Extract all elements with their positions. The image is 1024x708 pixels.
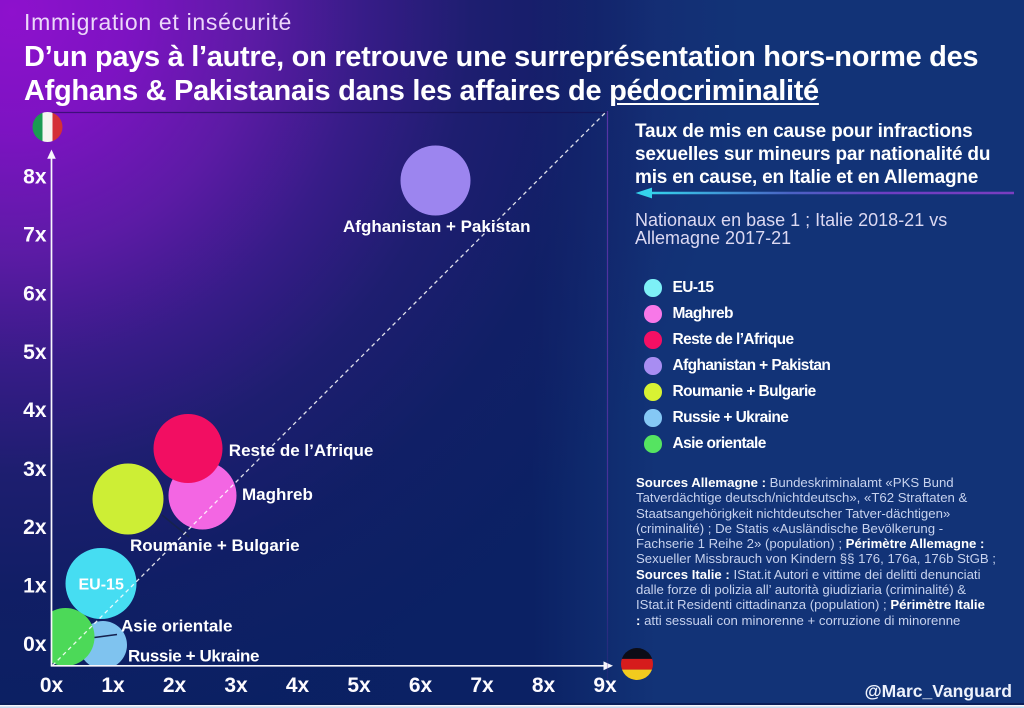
svg-text:1x: 1x	[23, 575, 47, 598]
svg-text:Roumanie + Bulgarie: Roumanie + Bulgarie	[130, 536, 300, 555]
svg-text:6x: 6x	[409, 674, 433, 697]
svg-text:Asie orientale: Asie orientale	[121, 617, 233, 636]
svg-text:Maghreb: Maghreb	[242, 485, 313, 504]
svg-text:0x: 0x	[23, 633, 47, 656]
svg-text:3x: 3x	[224, 674, 248, 697]
svg-text:5x: 5x	[347, 674, 371, 697]
svg-text:4x: 4x	[23, 399, 47, 422]
svg-text:7x: 7x	[23, 224, 47, 247]
svg-text:0x: 0x	[40, 674, 64, 697]
svg-text:4x: 4x	[286, 674, 310, 697]
svg-text:8x: 8x	[23, 166, 47, 189]
svg-text:6x: 6x	[23, 282, 47, 305]
svg-text:2x: 2x	[163, 674, 187, 697]
svg-text:8x: 8x	[532, 674, 556, 697]
svg-text:9x: 9x	[593, 674, 617, 697]
svg-text:5x: 5x	[23, 341, 47, 364]
svg-text:1x: 1x	[101, 674, 125, 697]
svg-text:2x: 2x	[23, 516, 47, 539]
svg-text:Reste de l’Afrique: Reste de l’Afrique	[229, 441, 374, 460]
svg-text:Russie + Ukraine: Russie + Ukraine	[128, 647, 259, 666]
svg-text:7x: 7x	[470, 674, 494, 697]
svg-text:3x: 3x	[23, 458, 47, 481]
svg-text:Afghanistan + Pakistan: Afghanistan + Pakistan	[343, 217, 531, 236]
svg-text:EU-15: EU-15	[79, 577, 124, 594]
